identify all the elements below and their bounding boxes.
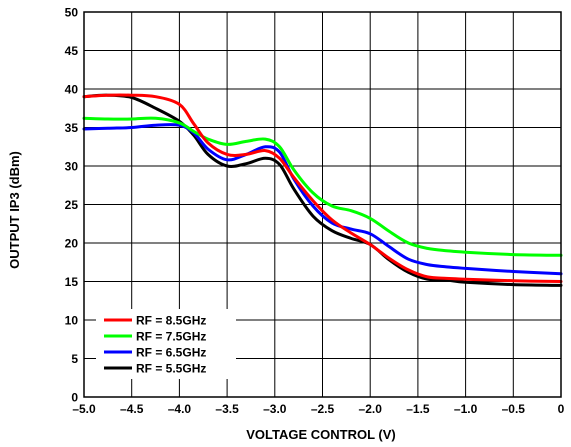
x-tick-label: –3.0 [263,402,287,416]
y-tick-label: 40 [65,83,79,97]
y-tick-label: 0 [71,391,78,405]
y-tick-label: 35 [65,121,79,135]
legend-label: RF = 5.5GHz [136,362,206,376]
legend-label: RF = 7.5GHz [136,330,206,344]
x-tick-label: –0.5 [502,402,526,416]
x-tick-label: –5.0 [72,402,96,416]
x-tick-label: –1.5 [406,402,430,416]
x-tick-label: –3.5 [215,402,239,416]
legend-label: RF = 6.5GHz [136,346,206,360]
x-tick-label: 0 [558,402,565,416]
series-line-rf-7-5ghz [82,116,563,257]
y-tick-label: 5 [71,352,78,366]
x-tick-label: –4.0 [168,402,192,416]
y-tick-label: 30 [65,160,79,174]
series-line-rf-8-5ghz [82,93,563,283]
x-tick-label: –2.0 [359,402,383,416]
x-tick-label: –4.5 [120,402,144,416]
y-tick-label: 15 [65,275,79,289]
series-line-rf-5-5ghz [82,93,563,287]
y-tick-label: 50 [65,6,79,20]
x-tick-label: –1.0 [454,402,478,416]
y-tick-label: 10 [65,314,79,328]
plot-frame [83,11,562,398]
y-axis-label: OUTPUT IP3 (dBm) [7,151,22,269]
y-tick-label: 45 [65,44,79,58]
x-tick-labels: –5.0 –4.5 –4.0 –3.5 –3.0 –2.5 –2.0 –1.5 –1.0 –0.5… [72,402,564,416]
y-tick-label: 25 [65,198,79,212]
y-tick-labels: 0 5 10 15 20 25 30 35 40 45 50 [65,6,79,405]
y-tick-label: 20 [65,237,79,251]
x-tick-label: –2.5 [311,402,335,416]
legend-label: RF = 8.5GHz [136,314,206,328]
legend: RF = 8.5GHz RF = 7.5GHz RF = 6.5GHz RF = 5.… [96,309,236,379]
series-lines [82,93,563,287]
x-axis-label: VOLTAGE CONTROL (V) [246,427,396,442]
